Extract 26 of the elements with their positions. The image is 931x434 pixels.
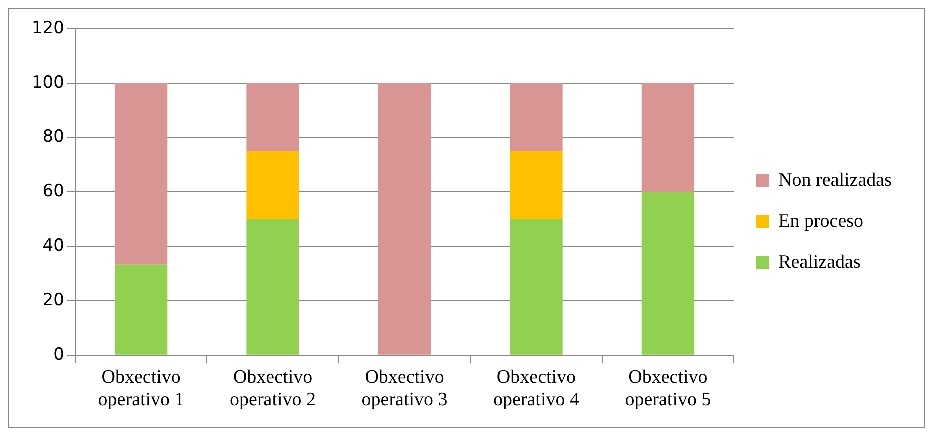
bar — [246, 83, 300, 152]
y-tick-label: 120 — [32, 18, 64, 38]
legend-label: En proceso — [778, 210, 864, 232]
x-tick-label: Obxectivo operativo 3 — [362, 366, 448, 411]
y-tick-label: 60 — [42, 182, 64, 202]
legend-label: Realizadas — [778, 252, 861, 273]
bar — [510, 83, 563, 152]
x-tick-label: Obxectivo operativo 5 — [625, 366, 712, 411]
bar — [642, 83, 695, 192]
x-tick-label: Obxectivo operativo 1 — [98, 366, 184, 411]
y-tick-label: 20 — [42, 290, 64, 310]
y-tick-label: 40 — [42, 236, 64, 256]
x-tick-label: Obxectivo operativo 2 — [230, 366, 316, 411]
bar — [246, 219, 300, 355]
bar — [510, 219, 563, 355]
bar — [114, 264, 168, 355]
y-tick-label: 80 — [42, 127, 64, 148]
bar — [510, 151, 563, 220]
legend-label: Non realizadas — [778, 170, 892, 191]
y-tick-label: 0 — [54, 344, 64, 365]
y-tick-label: 100 — [32, 72, 64, 93]
x-tick-label: Obxectivo operativo 4 — [493, 366, 580, 411]
bar — [114, 83, 168, 265]
bar — [378, 83, 432, 355]
bar — [642, 192, 695, 355]
bar — [246, 151, 300, 220]
